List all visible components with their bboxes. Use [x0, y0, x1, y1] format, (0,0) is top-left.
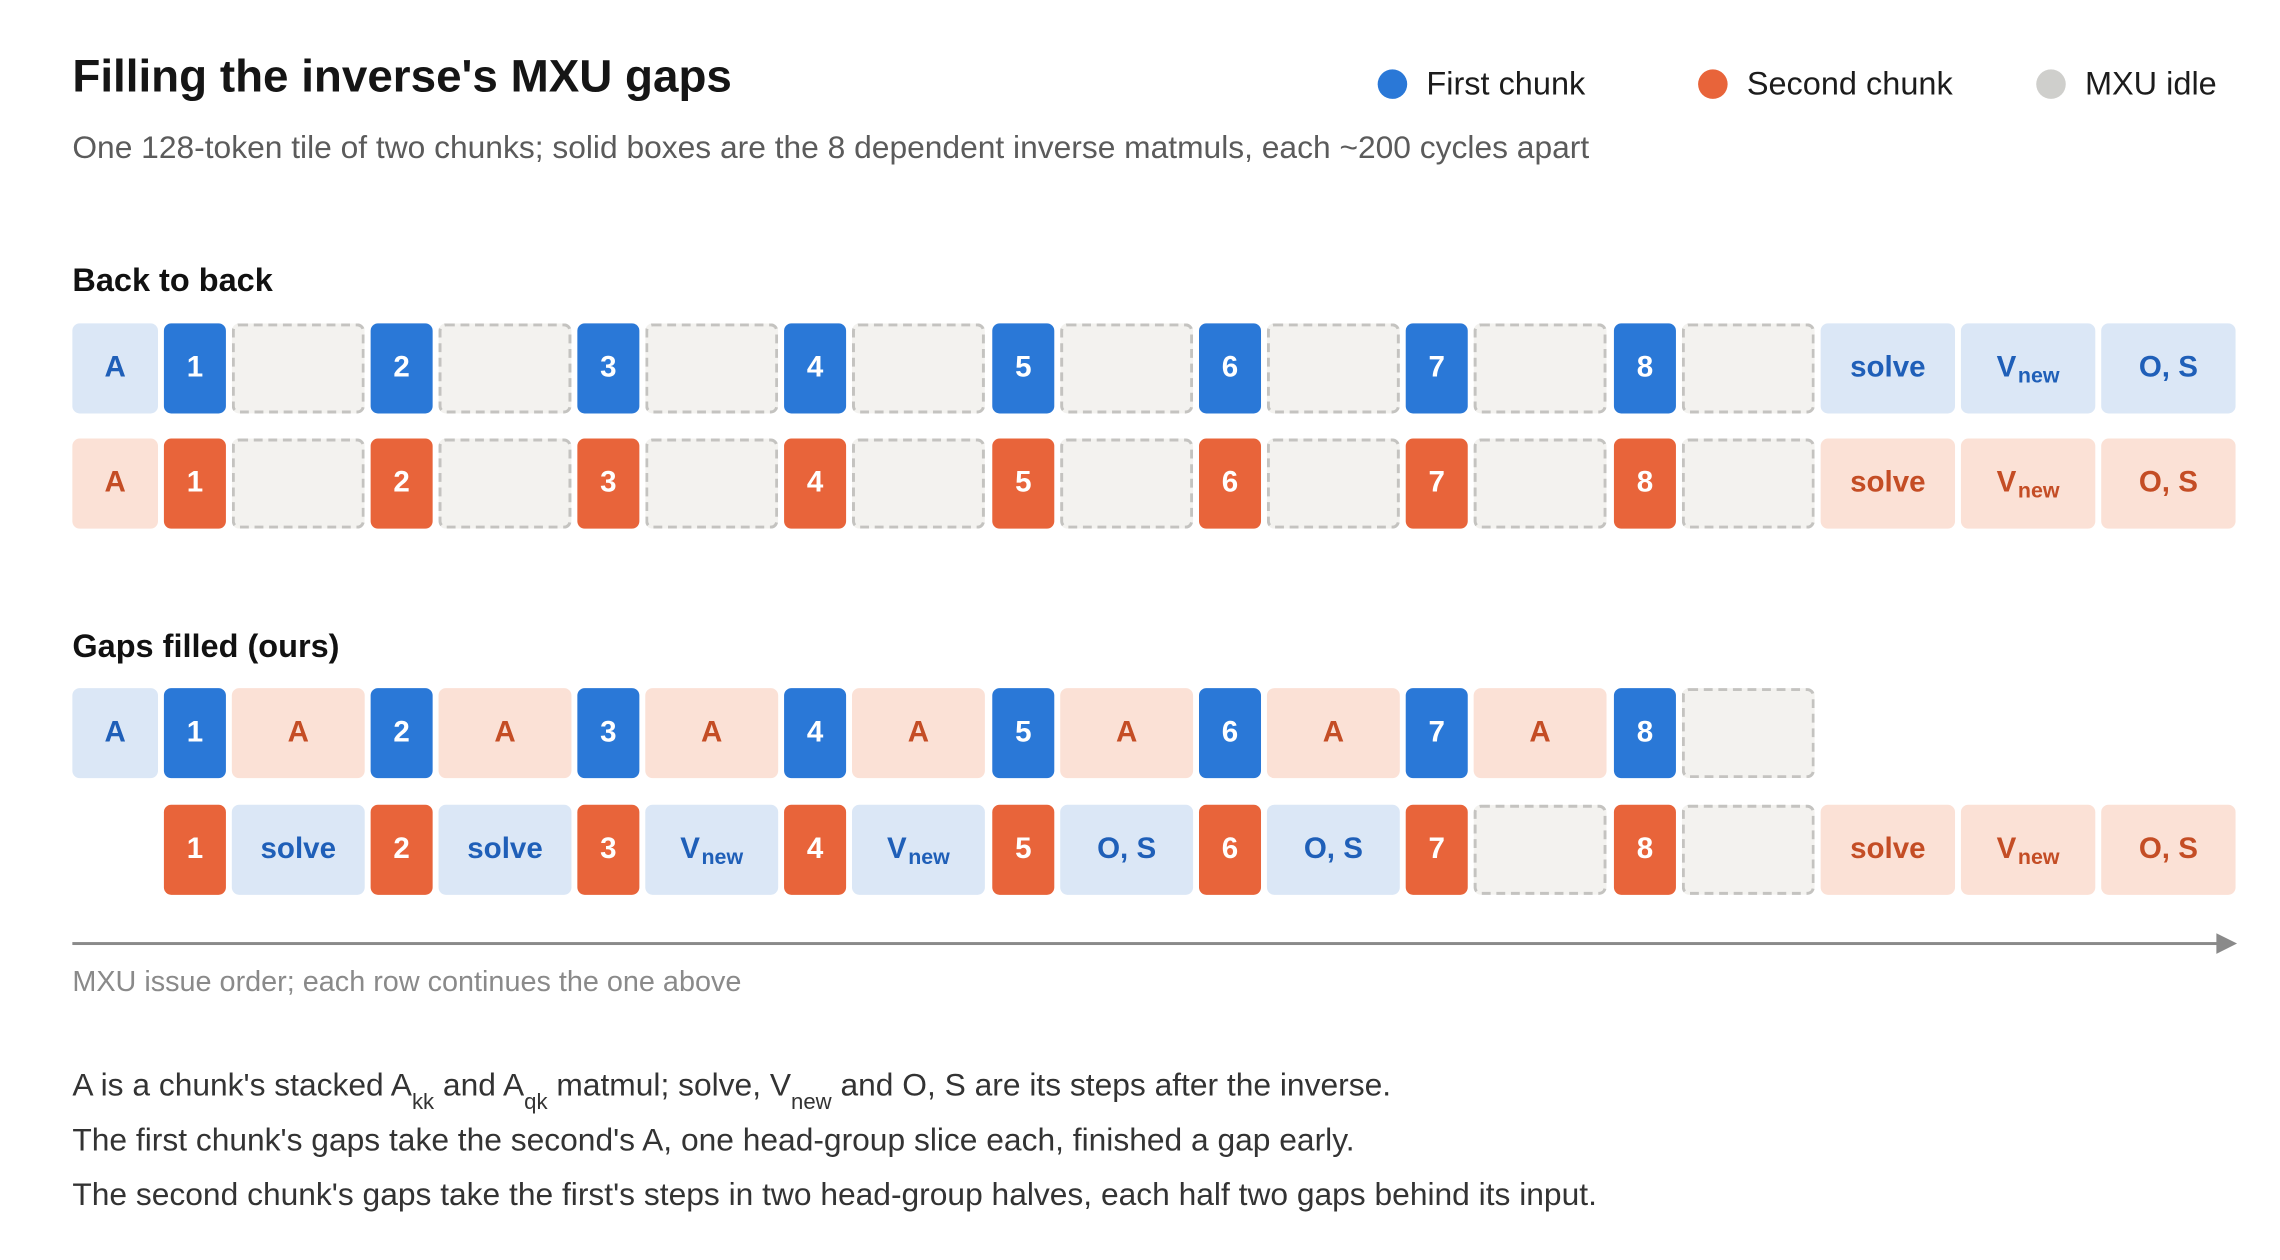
page-title: Filling the inverse's MXU gaps — [72, 50, 732, 102]
gaps-filled-second-chunk-idle-slot — [1681, 804, 1815, 895]
back-to-back-first-chunk-inverse-matmul-1: 1 — [163, 323, 226, 414]
back-to-back-first-chunk-inverse-matmul-7: 7 — [1405, 323, 1468, 414]
back-to-back-second-chunk-inverse-matmul-8: 8 — [1613, 438, 1676, 529]
gaps-filled-first-chunk-step-a: A — [231, 688, 365, 779]
gaps-filled-first-chunk-inverse-matmul-8: 8 — [1613, 688, 1676, 779]
back-to-back-first-chunk-idle-slot — [1060, 323, 1194, 414]
back-to-back-second-chunk-inverse-matmul-2: 2 — [370, 438, 433, 529]
back-to-back-second-chunk-inverse-matmul-6: 6 — [1198, 438, 1262, 529]
back-to-back-first-chunk-inverse-matmul-4: 4 — [784, 323, 847, 414]
legend-mxu-idle: MXU idle — [2036, 65, 2217, 103]
gaps-filled-first-chunk-step-a: A — [72, 688, 158, 779]
gaps-filled-first-chunk-step-a: A — [851, 688, 985, 779]
back-to-back-second-chunk-inverse-matmul-4: 4 — [784, 438, 847, 529]
gaps-filled-second-chunk-inverse-matmul-7: 7 — [1405, 804, 1468, 895]
gaps-filled-second-chunk-inverse-matmul-5: 5 — [992, 804, 1055, 895]
gaps-filled-second-chunk-step-os: O, S — [2101, 804, 2236, 895]
back-to-back-first-chunk-step-a: A — [72, 323, 158, 414]
gaps-filled-first-chunk-inverse-matmul-4: 4 — [784, 688, 847, 779]
back-to-back-first-chunk-step-os: O, S — [2101, 323, 2236, 414]
back-to-back-first-chunk-idle-slot — [438, 323, 572, 414]
back-to-back-second-chunk-idle-slot — [851, 438, 985, 529]
back-to-back-first-chunk-inverse-matmul-2: 2 — [370, 323, 433, 414]
gaps-filled-second-chunk-step-solve: solve — [231, 804, 365, 895]
legend-second-chunk: Second chunk — [1698, 65, 1953, 103]
gaps-filled-second-chunk-inverse-matmul-8: 8 — [1613, 804, 1676, 895]
back-to-back-second-chunk-idle-slot — [1060, 438, 1194, 529]
gaps-filled-second-chunk-inverse-matmul-1: 1 — [163, 804, 226, 895]
back-to-back-first-chunk-inverse-matmul-3: 3 — [577, 323, 640, 414]
gaps-filled-first-chunk-inverse-matmul-3: 3 — [577, 688, 640, 779]
back-to-back-first-chunk-idle-slot — [1681, 323, 1815, 414]
legend-label: First chunk — [1426, 64, 1586, 102]
note-line-2: The first chunk's gaps take the second's… — [72, 1122, 1355, 1158]
legend-first-chunk: First chunk — [1377, 64, 1586, 103]
gaps-filled-second-chunk-step-solve: solve — [438, 804, 572, 895]
back-to-back-second-chunk-inverse-matmul-7: 7 — [1405, 438, 1468, 529]
gaps-filled-second-chunk-inverse-matmul-3: 3 — [577, 804, 640, 895]
back-to-back-second-chunk-step-a: A — [72, 438, 158, 529]
axis-caption: MXU issue order; each row continues the … — [72, 965, 742, 999]
gaps-filled-first-chunk-step-a: A — [1473, 688, 1607, 779]
second-chunk-swatch — [1698, 69, 1728, 99]
back-to-back-second-chunk-inverse-matmul-1: 1 — [163, 438, 226, 529]
axis-arrow-icon — [2216, 933, 2238, 954]
gaps-filled-second-chunk-step-os: O, S — [1266, 804, 1400, 895]
legend-label: MXU idle — [2084, 64, 2217, 102]
gaps-filled-first-chunk-inverse-matmul-7: 7 — [1405, 688, 1468, 779]
gaps-filled-first-chunk-inverse-matmul-1: 1 — [163, 688, 226, 779]
back-to-back-second-chunk-idle-slot — [438, 438, 572, 529]
gaps-filled-second-chunk-idle-slot — [1473, 804, 1607, 895]
back-to-back-first-chunk-idle-slot — [851, 323, 985, 414]
back-to-back-second-chunk-inverse-matmul-5: 5 — [992, 438, 1055, 529]
back-to-back-first-chunk-inverse-matmul-8: 8 — [1613, 323, 1676, 414]
gaps-filled-second-chunk-inverse-matmul-4: 4 — [784, 804, 847, 895]
legend-label: Second chunk — [1746, 64, 1953, 102]
section-back-to-back: Back to back — [72, 261, 273, 299]
first-chunk-swatch — [1377, 69, 1408, 99]
note-line-1: A is a chunk's stacked Akk and Aqk matmu… — [72, 1067, 1392, 1116]
back-to-back-second-chunk-step-solve: solve — [1820, 438, 1956, 529]
gaps-filled-second-chunk-inverse-matmul-6: 6 — [1198, 804, 1262, 895]
gaps-filled-first-chunk-step-a: A — [645, 688, 779, 779]
back-to-back-second-chunk-inverse-matmul-3: 3 — [577, 438, 640, 529]
gaps-filled-first-chunk-step-a: A — [1266, 688, 1400, 779]
gaps-filled-first-chunk-inverse-matmul-6: 6 — [1198, 688, 1262, 779]
gaps-filled-second-chunk-inverse-matmul-2: 2 — [370, 804, 433, 895]
gaps-filled-first-chunk-step-a: A — [438, 688, 572, 779]
back-to-back-second-chunk-idle-slot — [1473, 438, 1607, 529]
gaps-filled-first-chunk-inverse-matmul-2: 2 — [370, 688, 433, 779]
gaps-filled-first-chunk-inverse-matmul-5: 5 — [992, 688, 1055, 779]
back-to-back-first-chunk-inverse-matmul-5: 5 — [992, 323, 1055, 414]
gaps-filled-first-chunk-step-a: A — [1060, 688, 1194, 779]
mxu-idle-swatch — [2036, 69, 2066, 99]
section-gaps-filled: Gaps filled (ours) — [72, 627, 340, 665]
gaps-filled-second-chunk-step-os: O, S — [1060, 804, 1194, 895]
back-to-back-first-chunk-idle-slot — [645, 323, 779, 414]
back-to-back-first-chunk-inverse-matmul-6: 6 — [1198, 323, 1262, 414]
back-to-back-second-chunk-idle-slot — [1681, 438, 1815, 529]
back-to-back-second-chunk-idle-slot — [231, 438, 365, 529]
back-to-back-first-chunk-step-solve: solve — [1820, 323, 1956, 414]
gaps-filled-first-chunk-idle-slot — [1681, 688, 1815, 779]
page-subtitle: One 128-token tile of two chunks; solid … — [72, 129, 1590, 166]
back-to-back-second-chunk-step-os: O, S — [2101, 438, 2236, 529]
back-to-back-first-chunk-idle-slot — [1473, 323, 1607, 414]
back-to-back-first-chunk-idle-slot — [1266, 323, 1400, 414]
back-to-back-second-chunk-idle-slot — [645, 438, 779, 529]
back-to-back-first-chunk-idle-slot — [231, 323, 365, 414]
gaps-filled-second-chunk-step-solve: solve — [1820, 804, 1956, 895]
timeline-axis — [72, 942, 2223, 946]
note-line-3: The second chunk's gaps take the first's… — [72, 1176, 1597, 1213]
back-to-back-second-chunk-idle-slot — [1266, 438, 1400, 529]
